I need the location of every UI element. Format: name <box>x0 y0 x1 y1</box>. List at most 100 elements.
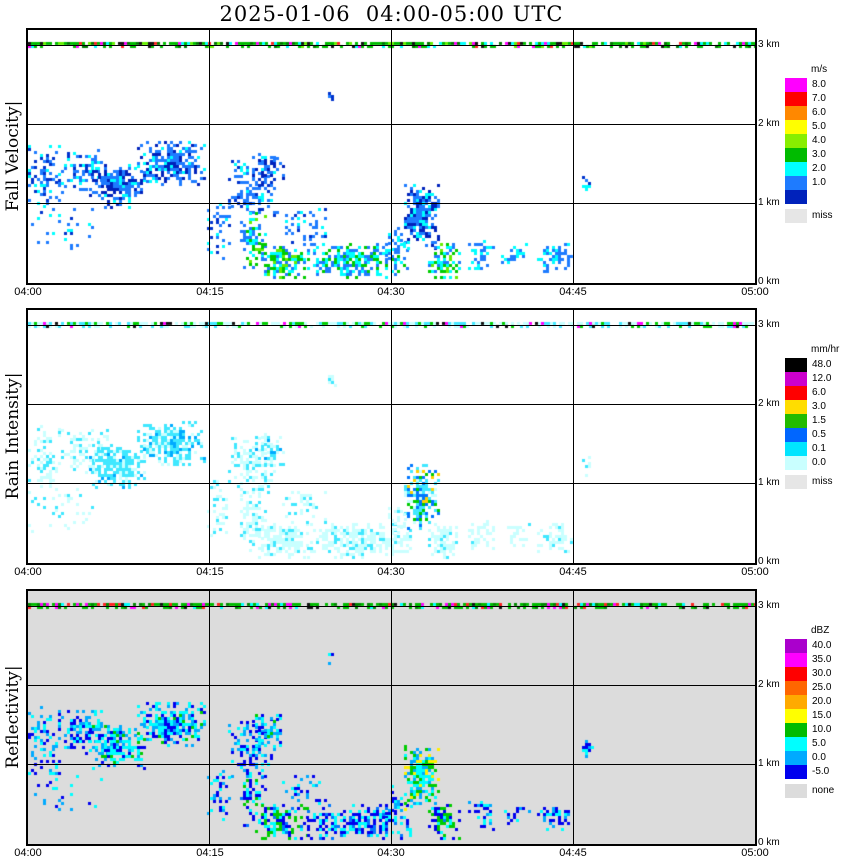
panel-fall-velocity: Fall Velocity| 04:00 04:15 04:30 04:45 0… <box>0 28 850 298</box>
colorbar-segment-swatch <box>785 639 807 653</box>
colorbar-segment-swatch <box>785 709 807 723</box>
colorbar-segment-label: 40.0 <box>812 640 832 651</box>
gridline-0430 <box>391 310 392 563</box>
colorbar-segment: 3.0 <box>785 148 833 162</box>
ylabel-reflectivity: Reflectivity| <box>3 665 23 769</box>
colorbar-segment-label: 7.0 <box>812 93 826 104</box>
colorbar-segment-swatch <box>785 148 807 162</box>
plot-rain-intensity <box>26 308 757 565</box>
colorbar-missing: miss <box>785 475 839 489</box>
colorbar-segment-label: 5.0 <box>812 121 826 132</box>
colorbar-missing: miss <box>785 209 833 223</box>
colorbar-segment-label: 35.0 <box>812 654 832 665</box>
ytick-1km: 1 km <box>758 197 780 208</box>
colorbar-segment: 5.0 <box>785 737 834 751</box>
colorbar-segment-swatch <box>785 681 807 695</box>
colorbar-segment-swatch <box>785 456 807 470</box>
colorbar-missing-label: miss <box>812 210 833 221</box>
colorbar-segment-swatch <box>785 120 807 134</box>
colorbar-segment-label: 1.5 <box>812 415 826 426</box>
xtick-0415: 04:15 <box>196 286 224 298</box>
colorbar-segment-label: 48.0 <box>812 359 832 370</box>
colorbar-segment-swatch <box>785 400 807 414</box>
plot-fall-velocity <box>26 28 757 285</box>
colorbar-segment-swatch <box>785 653 807 667</box>
colorbar-reflectivity: dBZ 40.0 35.0 30.0 25.0 20.0 15.0 10.0 5.0 0.0 -5.… <box>785 625 834 798</box>
gridline-0430 <box>391 30 392 283</box>
colorbar-segment-swatch <box>785 737 807 751</box>
xtick-0445: 04:45 <box>559 847 587 859</box>
page-title: 2025-01-06 04:00-05:00 UTC <box>219 2 564 26</box>
colorbar-segment-label: 2.0 <box>812 163 826 174</box>
colorbar-segment-label: 12.0 <box>812 373 832 384</box>
colorbar-missing-swatch <box>785 209 807 223</box>
xtick-0445: 04:45 <box>559 566 587 578</box>
ylabel-rain-intensity: Rain Intensity| <box>3 372 23 500</box>
xtick-0415: 04:15 <box>196 566 224 578</box>
colorbar-segment-swatch <box>785 372 807 386</box>
colorbar-missing: none <box>785 784 834 798</box>
xtick-0430: 04:30 <box>377 847 405 859</box>
colorbar-segment: 12.0 <box>785 372 839 386</box>
xtick-0445: 04:45 <box>559 286 587 298</box>
colorbar-segment-label: 0.1 <box>812 443 826 454</box>
colorbar-segment: 1.5 <box>785 414 839 428</box>
colorbar-segment: 7.0 <box>785 92 833 106</box>
ytick-1km: 1 km <box>758 477 780 488</box>
colorbar-segment-swatch <box>785 106 807 120</box>
panel-rain-intensity: Rain Intensity| 04:00 04:15 04:30 04:45 … <box>0 308 850 578</box>
colorbar-segment-label: 8.0 <box>812 79 826 90</box>
gridline-0445 <box>573 310 574 563</box>
plot-reflectivity <box>26 589 757 846</box>
xtick-0430: 04:30 <box>377 286 405 298</box>
colorbar-segment-label: 6.0 <box>812 387 826 398</box>
colorbar-segment: 40.0 <box>785 639 834 653</box>
colorbar-segment-label: 30.0 <box>812 668 832 679</box>
colorbar-segment-label: 5.0 <box>812 738 826 749</box>
colorbar-segment-swatch <box>785 428 807 442</box>
colorbar-segment: 4.0 <box>785 134 833 148</box>
ytick-0km: 0 km <box>758 276 780 287</box>
colorbar-segment: 0.0 <box>785 751 834 765</box>
colorbar-segment-label: -5.0 <box>812 766 830 777</box>
colorbar-missing-swatch <box>785 784 807 798</box>
colorbar-segment-label: 15.0 <box>812 710 832 721</box>
colorbar-segment: 6.0 <box>785 106 833 120</box>
colorbar-missing-swatch <box>785 475 807 489</box>
colorbar-segment-swatch <box>785 765 807 779</box>
colorbar-segment-swatch <box>785 751 807 765</box>
ytick-3km: 3 km <box>758 600 780 611</box>
colorbar-segment: 2.0 <box>785 162 833 176</box>
colorbar-missing-label: miss <box>812 476 833 487</box>
xtick-0400: 04:00 <box>14 566 42 578</box>
colorbar-segment-swatch <box>785 176 807 190</box>
xtick-0500: 05:00 <box>741 847 769 859</box>
colorbar-segment-label: 0.0 <box>812 752 826 763</box>
colorbar-fall-velocity: m/s 8.0 7.0 6.0 5.0 4.0 3.0 2.0 1.0 miss <box>785 64 833 223</box>
colorbar-segment: 1.0 <box>785 176 833 190</box>
colorbar-segment: 0.1 <box>785 442 839 456</box>
ylabel-fall-velocity: Fall Velocity| <box>3 100 23 212</box>
colorbar-segment-label: 25.0 <box>812 682 832 693</box>
ytick-0km: 0 km <box>758 556 780 567</box>
colorbar-segment-label: 4.0 <box>812 135 826 146</box>
colorbar-segment-label: 1.0 <box>812 177 826 188</box>
colorbar-segment: 8.0 <box>785 78 833 92</box>
xtick-0400: 04:00 <box>14 286 42 298</box>
colorbar-rain-intensity: mm/hr 48.0 12.0 6.0 3.0 1.5 0.5 0.1 0.0 miss <box>785 344 839 489</box>
colorbar-segment: 15.0 <box>785 709 834 723</box>
ytick-3km: 3 km <box>758 39 780 50</box>
colorbar-segment-swatch <box>785 723 807 737</box>
colorbar-segment-label: 0.0 <box>812 457 826 468</box>
colorbar-segment-label: 3.0 <box>812 149 826 160</box>
gridline-0430 <box>391 591 392 844</box>
colorbar-segment-label: 20.0 <box>812 696 832 707</box>
colorbar-segment: -5.0 <box>785 765 834 779</box>
colorbar-segment-swatch <box>785 190 807 204</box>
colorbar-segment <box>785 190 833 204</box>
ytick-2km: 2 km <box>758 118 780 129</box>
colorbar-unit-label: dBZ <box>811 625 830 636</box>
colorbar-segment: 35.0 <box>785 653 834 667</box>
colorbar-segment: 5.0 <box>785 120 833 134</box>
colorbar-segment-swatch <box>785 78 807 92</box>
